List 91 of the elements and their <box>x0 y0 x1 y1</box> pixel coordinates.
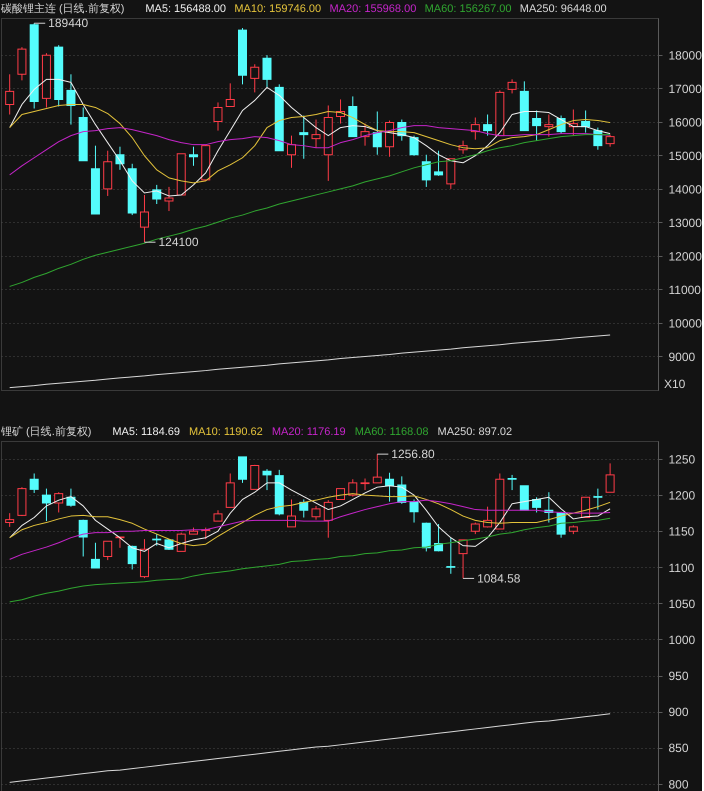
candlestick <box>483 114 492 136</box>
text: MA5: 156488.00 <box>145 3 226 15</box>
candlestick <box>42 488 51 522</box>
y-tick-label: 900 <box>668 705 689 720</box>
candlestick <box>470 522 480 535</box>
candlestick <box>250 64 260 93</box>
candlestick <box>532 496 542 513</box>
y-tick-label: 1100 <box>668 560 695 575</box>
chart-title: 锂矿 (日线.前复权) <box>0 425 92 438</box>
candlestick <box>508 474 517 491</box>
y-tick-label: 9000 <box>668 350 696 364</box>
annotation: 124100 <box>158 235 199 250</box>
candlestick <box>152 184 162 204</box>
candlestick <box>128 545 137 570</box>
candlestick <box>299 498 308 518</box>
text: X10 <box>664 377 686 391</box>
line-series <box>9 334 611 388</box>
candlestick <box>152 534 162 546</box>
candlestick <box>262 54 272 88</box>
candlestick <box>312 505 321 520</box>
candlestick <box>250 464 260 490</box>
candlestick <box>606 134 615 148</box>
y-tick-label: 10000 <box>668 316 702 330</box>
candlestick <box>226 82 235 107</box>
candlestick <box>593 488 602 510</box>
candlestick <box>372 111 382 156</box>
candlestick <box>385 472 394 502</box>
text: MA60: 156267.00 <box>424 3 512 15</box>
candlestick <box>213 510 222 522</box>
candlestick <box>348 478 358 498</box>
candlestick <box>372 454 382 484</box>
candlestick <box>238 456 247 484</box>
text: MA250: 96448.00 <box>520 3 607 15</box>
candlestick <box>78 519 88 557</box>
candlestick <box>532 110 542 142</box>
candlestick <box>422 154 431 188</box>
y-tick-label: 12000 <box>668 249 702 264</box>
annotation: 1256.80 <box>391 447 435 462</box>
candlestick <box>581 110 590 134</box>
text: MA5: 1184.69 <box>112 426 180 438</box>
candlestick <box>434 150 444 176</box>
y-tick-label: 14000 <box>668 182 702 196</box>
candlestick <box>188 146 198 166</box>
candlestick <box>5 512 14 528</box>
candlestick <box>410 135 419 156</box>
candlestick <box>299 115 308 160</box>
candlestick <box>446 537 456 574</box>
y-tick-label: 1250 <box>668 452 696 467</box>
candlestick <box>140 194 149 243</box>
candlestick <box>30 472 39 494</box>
candlestick <box>90 542 100 569</box>
candlestick <box>213 102 222 132</box>
candlestick <box>606 462 615 493</box>
candlestick <box>66 74 76 126</box>
annotation: 1084.58 <box>477 571 521 586</box>
y-tick-label: 800 <box>668 777 689 791</box>
candlestick <box>164 186 174 212</box>
y-tick-label: 1050 <box>668 596 696 611</box>
y-tick-label: 1200 <box>668 488 696 503</box>
y-tick-label: 15000 <box>668 148 702 163</box>
candlestick <box>54 492 64 513</box>
candlestick <box>544 114 554 138</box>
chart-title: 碳酸锂主连 (日线.前复权) <box>0 2 124 15</box>
candlestick <box>262 468 272 491</box>
candlestick <box>324 500 333 538</box>
candlestick <box>103 540 112 561</box>
y-tick-label: 11000 <box>668 282 702 297</box>
text: MA20: 155968.00 <box>329 3 416 15</box>
candlestick <box>287 498 296 528</box>
y-tick-label: 850 <box>668 741 689 756</box>
candlestick <box>360 478 370 491</box>
y-tick-label: 1000 <box>668 632 696 647</box>
y-tick-label: 950 <box>668 669 689 684</box>
text: MA60: 1168.08 <box>354 426 428 438</box>
y-tick-label: 16000 <box>668 115 702 130</box>
candlestick <box>508 78 517 94</box>
text: MA250: 897.02 <box>438 426 512 438</box>
candlestick <box>410 498 419 524</box>
y-tick-label: 13000 <box>668 216 702 230</box>
candlestick <box>312 119 321 148</box>
line-series <box>9 713 611 783</box>
y-tick-label: 18000 <box>668 48 702 62</box>
candlestick <box>5 74 14 116</box>
candlestick <box>287 135 296 168</box>
y-tick-label: 1150 <box>668 524 695 539</box>
text: MA10: 1190.62 <box>189 426 263 438</box>
text: MA10: 159746.00 <box>234 3 322 15</box>
candlestick <box>176 532 186 552</box>
y-tick-label: 17000 <box>668 82 702 96</box>
text: MA20: 1176.19 <box>272 426 346 438</box>
annotation: 189440 <box>48 16 89 30</box>
